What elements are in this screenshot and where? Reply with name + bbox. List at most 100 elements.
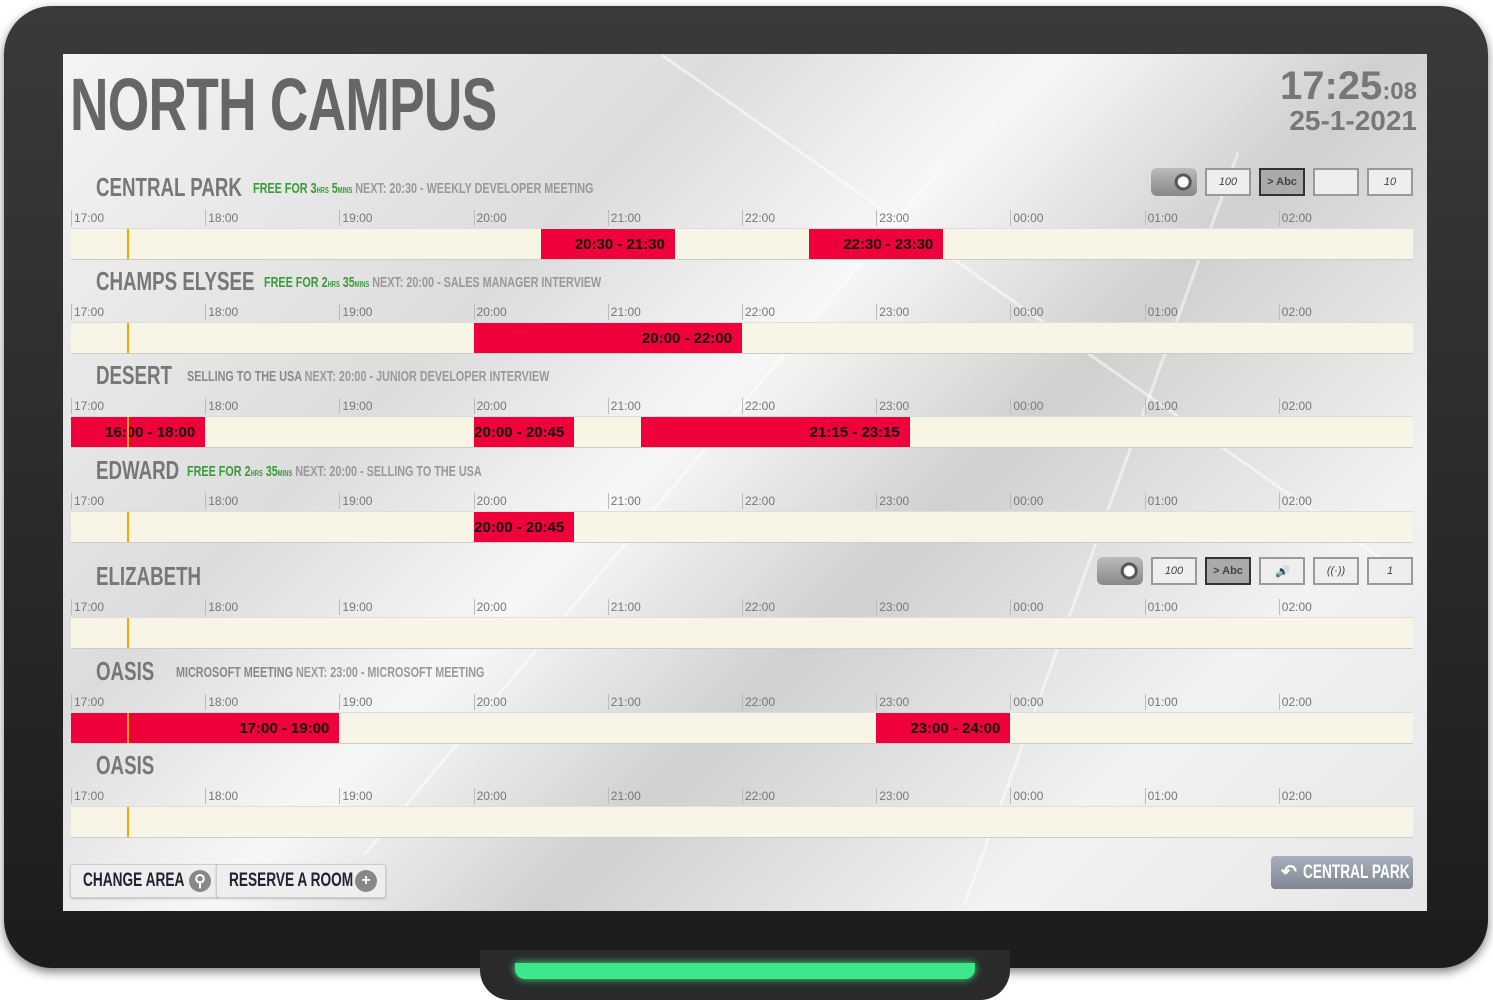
current-time-marker — [126, 323, 129, 353]
booking-block[interactable]: 16:00 - 18:00 — [71, 417, 206, 447]
time-tick-label: 18:00 — [205, 788, 238, 804]
booking-block[interactable]: 20:30 - 21:30 — [540, 229, 675, 259]
current-time-marker — [126, 417, 129, 447]
time-tick-label: 22:00 — [742, 493, 775, 509]
plus-icon: + — [355, 870, 377, 892]
timeline-track[interactable] — [71, 617, 1413, 649]
time-tick-label: 22:00 — [742, 304, 775, 320]
room-name[interactable]: CENTRAL PARK — [96, 172, 299, 203]
room-row: ELIZABETH 100 > Abc 🔊 ((·)) 1 17:00 18:00 19:00 2… — [71, 557, 1413, 656]
room-name[interactable]: OASIS — [96, 750, 177, 781]
time-tick-label: 21:00 — [607, 304, 641, 320]
time-tick-label: 17:00 — [71, 304, 104, 320]
status-text: FREE FOR 2HRS 35MINS NEXT: 20:00 - SELLI… — [187, 463, 482, 480]
time-tick-label: 01:00 — [1144, 788, 1178, 804]
status-unit: HRS — [250, 469, 263, 478]
whiteboard-icon: 100 — [1151, 557, 1197, 585]
time-tick-label: 01:00 — [1144, 304, 1178, 320]
change-area-label: CHANGE AREA — [83, 870, 185, 891]
time-tick-label: 22:00 — [742, 694, 775, 710]
room-status: SELLING TO THE USA NEXT: 20:00 - JUNIOR … — [187, 368, 690, 385]
time-tick-label: 21:00 — [607, 398, 641, 414]
time-tick-label: 19:00 — [339, 304, 372, 320]
time-tick-label: 02:00 — [1278, 599, 1312, 615]
time-tick-label: 17:00 — [71, 210, 104, 226]
room-status: FREE FOR 2HRS 35MINS NEXT: 20:00 - SELLI… — [187, 463, 596, 480]
time-tick-label: 22:00 — [742, 398, 775, 414]
time-tick-label: 23:00 — [876, 210, 909, 226]
current-time-marker — [126, 618, 129, 648]
room-name-text: OASIS — [96, 656, 155, 686]
time-tick-label: 02:00 — [1278, 398, 1312, 414]
timeline-track[interactable]: 16:00 - 18:00 20:00 - 20:45 21:15 - 23:15 — [71, 416, 1413, 448]
time-tick-label: 19:00 — [339, 398, 372, 414]
time-tick-label: 20:00 — [473, 599, 507, 615]
booking-block[interactable]: 20:00 - 20:45 — [473, 417, 575, 447]
room-name[interactable]: OASIS — [96, 656, 177, 687]
back-to-room-button[interactable]: ↶ CENTRAL PARK — [1271, 856, 1413, 889]
status-text: FREE FOR 3HRS 5MINS NEXT: 20:30 - WEEKLY… — [253, 180, 593, 197]
status-main: MICROSOFT MEETING — [176, 664, 293, 681]
time-tick-label: 23:00 — [876, 599, 909, 615]
room-name[interactable]: DESERT — [96, 360, 201, 391]
time-tick-label: 20:00 — [473, 694, 507, 710]
timeline-track[interactable]: 17:00 - 19:00 23:00 - 24:00 — [71, 712, 1413, 744]
change-area-button[interactable]: CHANGE AREA ⚲ — [70, 864, 220, 898]
time-tick-label: 18:00 — [205, 210, 238, 226]
time-tick-label: 23:00 — [876, 493, 909, 509]
time-tick-label: 01:00 — [1144, 210, 1178, 226]
time-tick-label: 19:00 — [339, 493, 372, 509]
status-main: FREE FOR 2 — [187, 463, 251, 480]
room-row: OASIS MICROSOFT MEETING NEXT: 23:00 - MIC… — [71, 656, 1413, 751]
room-name-text: CHAMPS ELYSEE — [96, 266, 255, 296]
status-main: FREE FOR 2 — [264, 274, 328, 291]
campus-title: NORTH CAMPUS — [70, 62, 662, 147]
room-row: EDWARD FREE FOR 2HRS 35MINS NEXT: 20:00 -… — [71, 455, 1413, 550]
clock: 17:25:08 25-1-2021 — [1280, 64, 1417, 137]
timeline-track[interactable]: 20:00 - 20:45 — [71, 511, 1413, 543]
next-meeting: NEXT: 20:30 - WEEKLY DEVELOPER MEETING — [355, 180, 594, 197]
booking-block[interactable]: 17:00 - 19:00 — [71, 713, 340, 743]
time-tick-label: 21:00 — [607, 788, 641, 804]
time-tick-label: 01:00 — [1144, 398, 1178, 414]
time-tick-label: 00:00 — [1010, 398, 1043, 414]
amenities: 100 > Abc 10 — [1151, 168, 1413, 196]
speaker-icon: 🔊 — [1259, 557, 1305, 585]
time-tick-label: 20:00 — [473, 304, 507, 320]
room-name[interactable]: ELIZABETH — [96, 561, 242, 592]
status-minutes: 35 — [262, 463, 278, 480]
booking-block[interactable]: 22:30 - 23:30 — [809, 229, 944, 259]
room-name-text: OASIS — [96, 750, 155, 780]
booking-block[interactable]: 23:00 - 24:00 — [876, 713, 1011, 743]
time-tick-label: 19:00 — [339, 694, 372, 710]
status-unit: MINS — [277, 469, 293, 478]
status-minutes: 5 — [328, 180, 338, 197]
screen: NORTH CAMPUS 17:25:08 25-1-2021 CENTRAL … — [63, 54, 1427, 911]
time-tick-label: 21:00 — [607, 694, 641, 710]
timeline-track[interactable]: 20:30 - 21:30 22:30 - 23:30 — [71, 228, 1413, 260]
status-text: FREE FOR 2HRS 35MINS NEXT: 20:00 - SALES… — [264, 274, 601, 291]
room-name[interactable]: CHAMPS ELYSEE — [96, 266, 316, 297]
room-status: FREE FOR 2HRS 35MINS NEXT: 20:00 - SALES… — [264, 274, 732, 291]
booking-block[interactable]: 21:15 - 23:15 — [641, 417, 910, 447]
booking-block[interactable]: 20:00 - 20:45 — [473, 512, 575, 542]
time-tick-label: 22:00 — [742, 599, 775, 615]
time-tick-label: 23:00 — [876, 398, 909, 414]
time-tick-label: 19:00 — [339, 210, 372, 226]
status-main: SELLING TO THE USA — [187, 368, 302, 385]
time-tick-label: 01:00 — [1144, 694, 1178, 710]
time-tick-label: 02:00 — [1278, 210, 1312, 226]
time-tick-label: 00:00 — [1010, 493, 1043, 509]
current-time-marker — [126, 512, 129, 542]
time-tick-label: 00:00 — [1010, 599, 1043, 615]
timeline-track[interactable]: 20:00 - 22:00 — [71, 322, 1413, 354]
time-tick-label: 20:00 — [473, 398, 507, 414]
reserve-room-button[interactable]: RESERVE A ROOM + — [216, 864, 386, 898]
time-tick-label: 23:00 — [876, 694, 909, 710]
time-tick-label: 22:00 — [742, 788, 775, 804]
timeline-track[interactable] — [71, 806, 1413, 838]
room-name[interactable]: EDWARD — [96, 455, 212, 486]
booking-block[interactable]: 20:00 - 22:00 — [473, 323, 742, 353]
room-row: CHAMPS ELYSEE FREE FOR 2HRS 35MINS NEXT: … — [71, 266, 1413, 361]
time-tick-label: 20:00 — [473, 210, 507, 226]
